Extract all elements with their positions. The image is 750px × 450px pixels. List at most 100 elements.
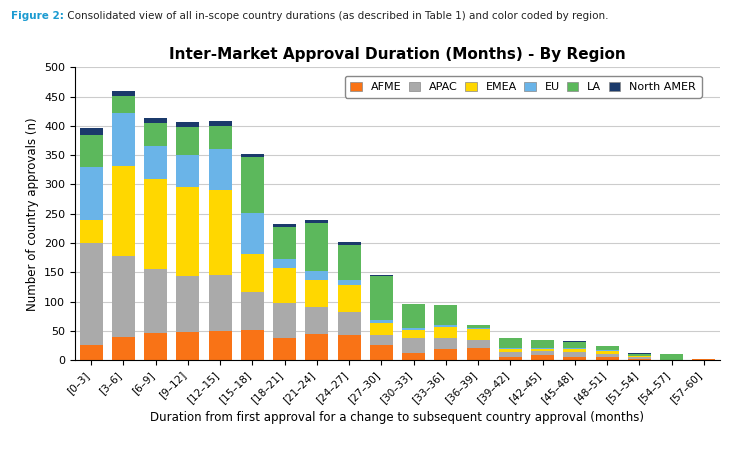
Bar [563,348,586,350]
Bar [563,357,586,360]
Bar [466,339,490,348]
Bar [209,331,232,360]
Bar [434,325,457,327]
Bar [338,245,361,280]
Bar [241,292,264,329]
Bar [563,352,586,357]
Bar [692,359,715,360]
Bar [531,356,554,360]
Bar [628,359,651,360]
Bar [596,346,619,350]
Bar [434,350,457,360]
Bar [112,256,135,337]
Bar [596,357,619,360]
Bar [466,328,490,329]
X-axis label: Duration from first approval for a change to subsequent country approval (months: Duration from first approval for a chang… [151,411,644,423]
Bar [273,227,296,259]
Bar [80,346,103,360]
Bar [499,352,522,357]
Bar [241,253,264,292]
Bar [273,268,296,303]
Bar [434,338,457,350]
Bar [628,353,651,354]
Bar [176,187,200,276]
Bar [596,350,619,351]
Bar [273,338,296,360]
Bar [209,275,232,331]
Bar [370,275,393,276]
Bar [628,354,651,356]
Bar [176,122,200,127]
Bar [176,332,200,360]
Bar [499,338,522,348]
Bar [144,146,167,179]
Bar [370,346,393,360]
Bar [112,95,135,113]
Bar [434,305,457,325]
Bar [660,354,683,360]
Bar [112,337,135,360]
Bar [112,166,135,256]
Bar [628,357,651,359]
Bar [499,350,522,352]
Bar [402,329,425,338]
Title: Inter-Market Approval Duration (Months) - By Region: Inter-Market Approval Duration (Months) … [170,47,626,62]
Y-axis label: Number of country approvals (n): Number of country approvals (n) [26,117,38,310]
Bar [402,353,425,360]
Bar [80,135,103,167]
Bar [338,312,361,335]
Bar [80,128,103,135]
Bar [80,167,103,220]
Text: Consolidated view of all in-scope country durations (as described in Table 1) an: Consolidated view of all in-scope countr… [64,11,608,21]
Bar [370,320,393,323]
Bar [80,220,103,243]
Bar [241,157,264,212]
Bar [499,348,522,350]
Bar [466,329,490,339]
Bar [338,242,361,245]
Bar [176,127,200,155]
Bar [144,118,167,123]
Bar [370,276,393,320]
Bar [563,341,586,342]
Bar [305,271,328,280]
Bar [176,276,200,332]
Bar [338,284,361,312]
Bar [402,328,425,329]
Bar [305,307,328,334]
Bar [499,357,522,360]
Bar [531,340,554,348]
Bar [563,342,586,348]
Bar [209,122,232,126]
Bar [305,280,328,307]
Bar [305,220,328,223]
Bar [596,351,619,354]
Bar [338,280,361,284]
Bar [273,303,296,338]
Legend: AFME, APAC, EMEA, EU, LA, North AMER: AFME, APAC, EMEA, EU, LA, North AMER [345,76,701,98]
Bar [402,338,425,353]
Bar [209,149,232,190]
Bar [305,223,328,271]
Bar [305,334,328,360]
Bar [273,224,296,227]
Bar [370,335,393,346]
Bar [112,113,135,166]
Bar [531,351,554,356]
Bar [338,335,361,360]
Bar [628,356,651,357]
Bar [370,323,393,335]
Bar [531,349,554,351]
Bar [144,269,167,333]
Bar [531,348,554,349]
Bar [144,179,167,269]
Bar [209,190,232,275]
Bar [176,155,200,187]
Bar [112,91,135,95]
Bar [144,333,167,360]
Bar [466,325,490,328]
Bar [241,212,264,253]
Bar [596,354,619,357]
Bar [563,350,586,352]
Bar [209,126,232,149]
